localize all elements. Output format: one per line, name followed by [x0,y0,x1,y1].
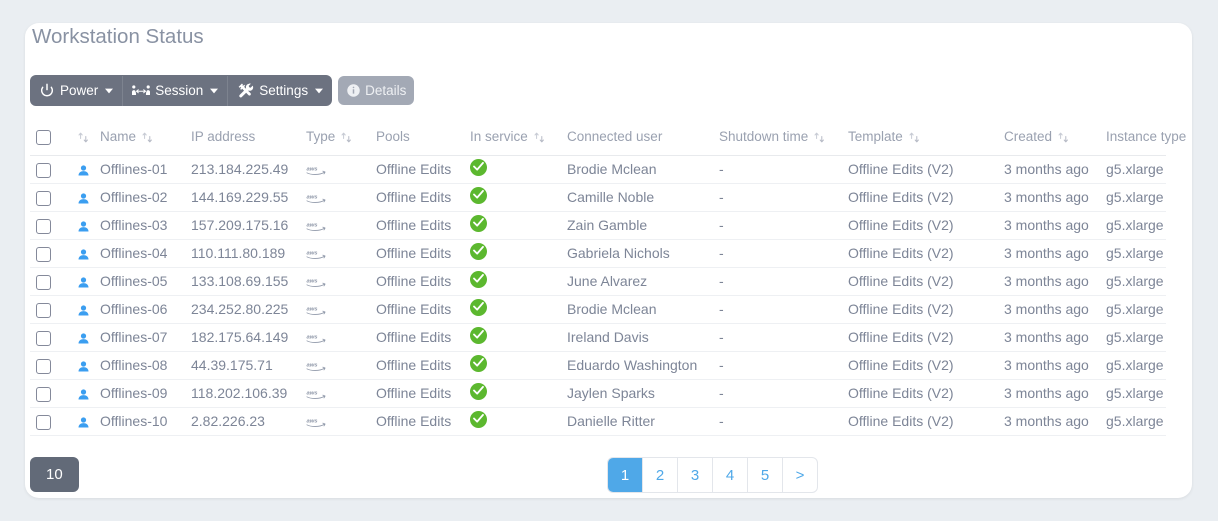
svg-text:aws: aws [306,166,318,172]
svg-text:aws: aws [306,390,318,396]
svg-text:aws: aws [306,418,318,424]
svg-text:aws: aws [306,334,318,340]
svg-text:aws: aws [306,222,318,228]
svg-text:aws: aws [306,278,318,284]
svg-text:aws: aws [306,250,318,256]
svg-text:aws: aws [306,306,318,312]
svg-text:aws: aws [306,194,318,200]
svg-text:aws: aws [306,362,318,368]
